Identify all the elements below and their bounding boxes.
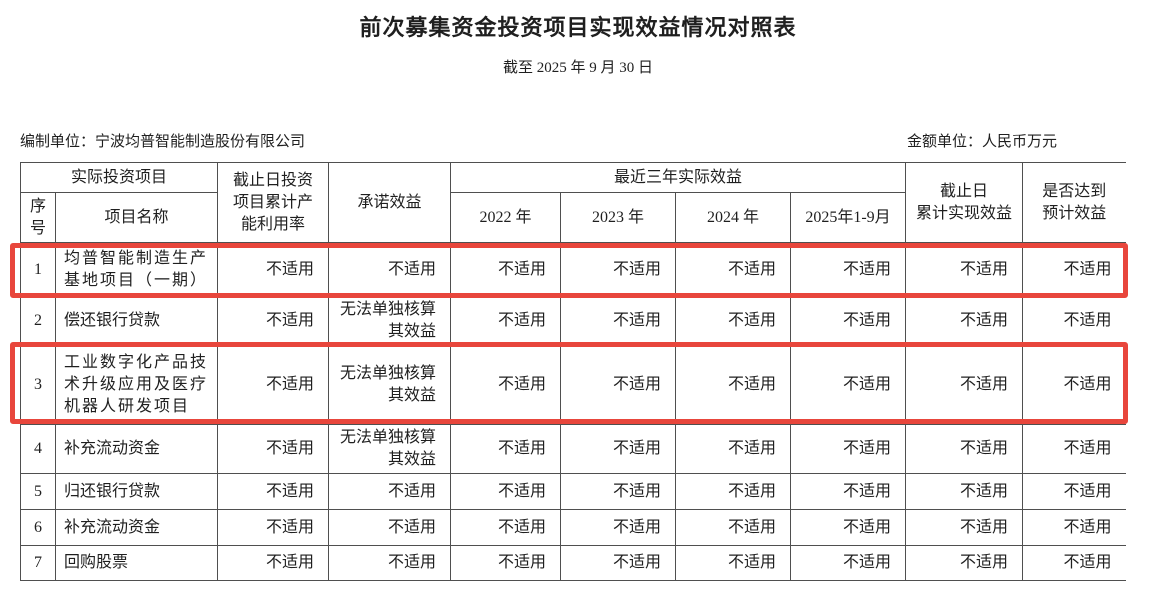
project-name-cell: 归还银行贷款	[54, 473, 219, 510]
table-row-4: 4 补充流动资金 不适用 无法单独核算 其效益 不适用 不适用 不适用 不适用 …	[20, 424, 1126, 474]
seq-cell: 6	[20, 509, 56, 546]
header-promised-benefit: 承诺效益	[328, 162, 452, 243]
capacity-cell: 不适用	[217, 473, 330, 510]
date-line: 截至 2025 年 9 月 30 日	[502, 60, 653, 76]
benefit-2024-cell: 不适用	[675, 509, 792, 546]
meets-expected-cell: 不适用	[1022, 424, 1126, 474]
cumulative-benefit-cell: 不适用	[905, 473, 1024, 510]
meets-expected-cell: 不适用	[1022, 545, 1126, 581]
seq-cell: 3	[20, 345, 56, 425]
benefit-2022-cell: 不适用	[450, 296, 562, 346]
table-row-6: 6 补充流动资金 不适用 不适用 不适用 不适用 不适用 不适用 不适用 不适用	[20, 509, 1126, 546]
benefit-2024-cell: 不适用	[675, 242, 792, 297]
cumulative-benefit-cell: 不适用	[905, 296, 1024, 346]
project-name-cell: 回购股票	[54, 545, 219, 581]
benefit-2025-cell: 不适用	[790, 473, 907, 510]
project-name-cell: 偿还银行贷款	[54, 296, 219, 346]
capacity-cell: 不适用	[217, 509, 330, 546]
meets-expected-cell: 不适用	[1022, 296, 1126, 346]
table-row-3: 3 工业数字化产品技 术升级应用及医疗 机器人研发项目 不适用 无法单独核算 其…	[20, 345, 1126, 425]
promised-benefit-cell: 无法单独核算 其效益	[328, 424, 452, 474]
seq-cell: 4	[20, 424, 56, 474]
promised-benefit-cell: 无法单独核算 其效益	[328, 296, 452, 346]
promised-benefit-cell: 不适用	[328, 509, 452, 546]
meets-expected-cell: 不适用	[1022, 345, 1126, 425]
capacity-cell: 不适用	[217, 242, 330, 297]
promised-benefit-cell: 无法单独核算 其效益	[328, 345, 452, 425]
page-title: 前次募集资金投资项目实现效益情况对照表	[359, 15, 797, 40]
meets-expected-cell: 不适用	[1022, 242, 1126, 297]
benefit-2024-cell: 不适用	[675, 424, 792, 474]
capacity-cell: 不适用	[217, 424, 330, 474]
promised-benefit-cell: 不适用	[328, 473, 452, 510]
cumulative-benefit-cell: 不适用	[905, 509, 1024, 546]
header-cumulative-realized: 截止日 累计实现效益	[905, 162, 1024, 243]
table-row-5: 5 归还银行贷款 不适用 不适用 不适用 不适用 不适用 不适用 不适用 不适用	[20, 473, 1126, 510]
promised-benefit-cell: 不适用	[328, 242, 452, 297]
benefits-comparison-table: 实际投资项目 截止日投资 项目累计产 能利用率 承诺效益 最近三年实际效益 截止…	[19, 162, 1126, 581]
header-year-2022: 2022 年	[450, 192, 562, 243]
seq-cell: 7	[20, 545, 56, 581]
project-name-cell: 工业数字化产品技 术升级应用及医疗 机器人研发项目	[54, 345, 219, 425]
seq-cell: 1	[20, 242, 56, 297]
header-year-2024: 2024 年	[675, 192, 792, 243]
benefit-2022-cell: 不适用	[450, 345, 562, 425]
benefit-2022-cell: 不适用	[450, 473, 562, 510]
project-name-cell: 均普智能制造生产 基地项目（一期）	[54, 242, 219, 297]
benefit-2024-cell: 不适用	[675, 296, 792, 346]
table-row-2: 2 偿还银行贷款 不适用 无法单独核算 其效益 不适用 不适用 不适用 不适用 …	[20, 296, 1126, 346]
header-actual-projects: 实际投资项目	[19, 162, 219, 193]
capacity-cell: 不适用	[217, 296, 330, 346]
header-year-2023: 2023 年	[560, 192, 677, 243]
cumulative-benefit-cell: 不适用	[905, 545, 1024, 581]
benefit-2024-cell: 不适用	[675, 473, 792, 510]
meets-expected-cell: 不适用	[1022, 473, 1126, 510]
cumulative-benefit-cell: 不适用	[905, 424, 1024, 474]
seq-cell: 2	[20, 296, 56, 346]
benefit-2024-cell: 不适用	[675, 345, 792, 425]
benefit-2023-cell: 不适用	[560, 473, 677, 510]
table-row-1: 1 均普智能制造生产 基地项目（一期） 不适用 不适用 不适用 不适用 不适用 …	[20, 242, 1126, 297]
header-year-2025-1-9: 2025年1-9月	[790, 192, 907, 243]
benefit-2023-cell: 不适用	[560, 424, 677, 474]
prepared-by-label: 编制单位：宁波均普智能制造股份有限公司	[20, 134, 306, 150]
seq-cell: 5	[20, 473, 56, 510]
benefit-2023-cell: 不适用	[560, 545, 677, 581]
promised-benefit-cell: 不适用	[328, 545, 452, 581]
benefit-2022-cell: 不适用	[450, 424, 562, 474]
benefit-2022-cell: 不适用	[450, 242, 562, 297]
meets-expected-cell: 不适用	[1022, 509, 1126, 546]
capacity-cell: 不适用	[217, 345, 330, 425]
header-row-sub: 序 号 项目名称 2022 年 2023 年 2024 年 2025年1-9月	[20, 192, 1126, 243]
benefit-2025-cell: 不适用	[790, 509, 907, 546]
capacity-cell: 不适用	[217, 545, 330, 581]
benefit-2022-cell: 不适用	[450, 545, 562, 581]
header-recent-three-years: 最近三年实际效益	[450, 162, 907, 193]
header-seq-no: 序 号	[20, 192, 56, 243]
header-capacity-utilization: 截止日投资 项目累计产 能利用率	[217, 162, 330, 243]
header-project-name: 项目名称	[54, 192, 219, 243]
cumulative-benefit-cell: 不适用	[905, 242, 1024, 297]
header-meets-expected: 是否达到 预计效益	[1022, 162, 1126, 243]
benefit-2025-cell: 不适用	[790, 242, 907, 297]
benefit-2022-cell: 不适用	[450, 509, 562, 546]
project-name-cell: 补充流动资金	[54, 509, 219, 546]
benefit-2025-cell: 不适用	[790, 424, 907, 474]
table-row-7: 7 回购股票 不适用 不适用 不适用 不适用 不适用 不适用 不适用 不适用	[20, 545, 1126, 581]
cumulative-benefit-cell: 不适用	[905, 345, 1024, 425]
benefit-2023-cell: 不适用	[560, 296, 677, 346]
benefit-2023-cell: 不适用	[560, 242, 677, 297]
benefit-2023-cell: 不适用	[560, 345, 677, 425]
benefit-2025-cell: 不适用	[790, 345, 907, 425]
header-row-top: 实际投资项目 截止日投资 项目累计产 能利用率 承诺效益 最近三年实际效益 截止…	[19, 162, 1126, 243]
benefit-2023-cell: 不适用	[560, 509, 677, 546]
project-name-cell: 补充流动资金	[54, 424, 219, 474]
benefit-2024-cell: 不适用	[675, 545, 792, 581]
benefit-2025-cell: 不适用	[790, 545, 907, 581]
amount-unit-label: 金额单位：人民币万元	[906, 134, 1057, 150]
benefit-2025-cell: 不适用	[790, 296, 907, 346]
